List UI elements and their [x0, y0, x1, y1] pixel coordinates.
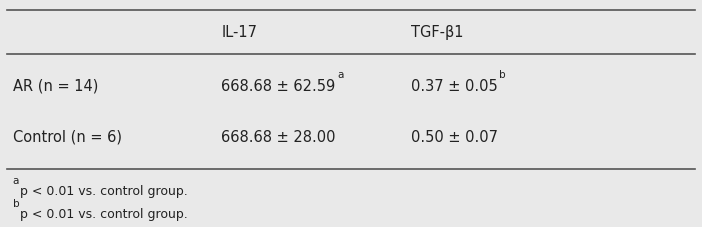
Text: 668.68 ± 62.59: 668.68 ± 62.59: [221, 79, 336, 94]
Text: p < 0.01 vs. control group.: p < 0.01 vs. control group.: [20, 208, 188, 221]
Text: Control (n = 6): Control (n = 6): [13, 130, 121, 145]
Text: AR (n = 14): AR (n = 14): [13, 79, 98, 94]
Text: TGF-β1: TGF-β1: [411, 25, 463, 40]
Text: a: a: [337, 69, 343, 79]
Text: a: a: [13, 176, 19, 186]
Text: 668.68 ± 28.00: 668.68 ± 28.00: [221, 130, 336, 145]
Text: p < 0.01 vs. control group.: p < 0.01 vs. control group.: [20, 185, 187, 198]
Text: b: b: [13, 199, 19, 209]
Text: IL-17: IL-17: [221, 25, 257, 40]
Text: b: b: [499, 69, 505, 79]
Text: 0.37 ± 0.05: 0.37 ± 0.05: [411, 79, 498, 94]
Text: 0.50 ± 0.07: 0.50 ± 0.07: [411, 130, 498, 145]
